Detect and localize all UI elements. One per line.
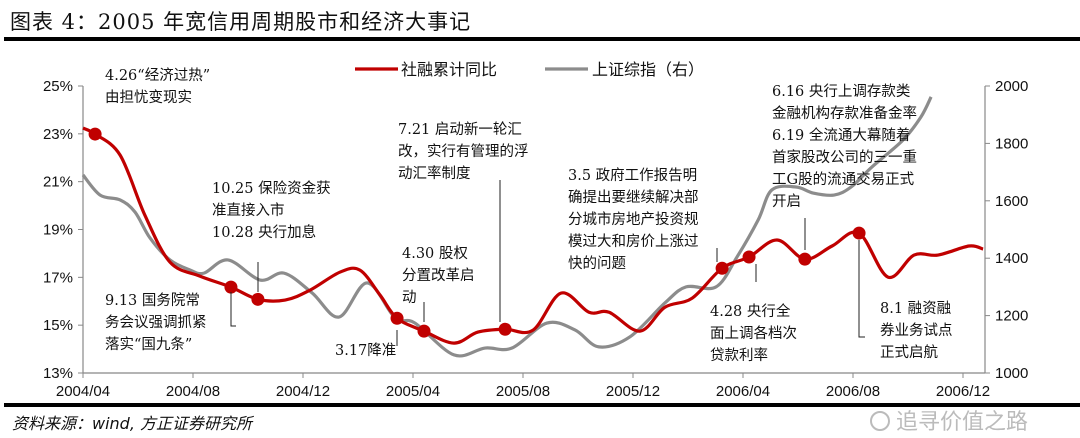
x-tick-label: 2004/12 [276, 383, 330, 400]
event-marker [742, 250, 756, 264]
x-tick-label: 2005/04 [386, 383, 440, 400]
event-annotation: 4.30 股权分置改革启动 [402, 245, 475, 306]
event-marker [390, 311, 404, 325]
legend-label-social-financing: 社融累计同比 [401, 60, 497, 79]
figure-title: 图表 4：2005 年宽信用周期股市和经济大事记 [10, 10, 472, 34]
right-tick-label: 1400 [995, 250, 1028, 267]
annotation-line: 10.28 央行加息 [212, 224, 316, 241]
annotation-line: 6.16 央行上调存款类 [772, 83, 910, 100]
event-annotation: 3.17降准 [335, 342, 396, 359]
event-marker [417, 324, 431, 338]
annotation-line: 务会议强调抓紧 [105, 314, 207, 331]
annotation-line: 模过大和房价上涨过 [568, 233, 699, 250]
annotation-line: 分置改革启 [402, 267, 475, 284]
event-marker [798, 252, 812, 266]
event-marker [498, 322, 512, 336]
annotation-line: 正式启航 [880, 344, 938, 361]
event-annotation: 3.5 政府工作报告明确提出要继续解决部分城市房地产投资规模过大和房价上涨过快的… [568, 167, 699, 272]
annotation-line: 开启 [772, 193, 801, 210]
event-marker [715, 261, 729, 275]
annotation-line: 确提出要继续解决部 [568, 189, 699, 206]
x-tick-label: 2004/08 [166, 383, 220, 400]
event-marker [224, 280, 238, 294]
event-annotation: 9.13 国务院常务会议强调抓紧落实“国九条” [105, 292, 207, 353]
event-annotation: 7.21 启动新一轮汇改，实行有管理的浮动汇率制度 [398, 121, 529, 182]
annotation-line: 3.5 政府工作报告明 [568, 167, 697, 184]
wechat-icon [870, 411, 890, 431]
x-tick-label: 2005/08 [496, 383, 550, 400]
left-tick-label: 17% [43, 269, 73, 286]
annotation-leader-line [230, 292, 236, 327]
annotation-line: 准直接入市 [212, 202, 285, 219]
annotation-line: 6.19 全流通大幕随着 [772, 126, 910, 144]
legend-label-sse-index: 上证综指（右） [592, 60, 704, 79]
right-tick-label: 2000 [995, 78, 1028, 95]
annotation-leader-line [858, 240, 865, 338]
right-tick-label: 1000 [995, 365, 1028, 382]
annotation-line: 4.30 股权 [402, 245, 468, 262]
bottom-rule [4, 403, 1080, 407]
event-annotation: 4.28 央行全面上调各档次贷款利率 [710, 302, 797, 364]
left-tick-label: 15% [43, 317, 73, 334]
event-annotation: 4.26“经济过热” 由担忧变现实 [105, 67, 210, 106]
annotation-line: 7.21 启动新一轮汇 [398, 121, 522, 138]
left-tick-label: 13% [43, 365, 73, 382]
x-tick-label: 2006/08 [826, 383, 880, 400]
annotation-line: 4.28 央行全 [710, 302, 791, 320]
top-rule [4, 37, 1080, 41]
annotation-line: 分城市房地产投资规 [568, 211, 699, 228]
annotation-line: 落实“国九条” [105, 336, 192, 353]
annotation-line: 改，实行有管理的浮 [398, 143, 529, 160]
left-tick-label: 19% [43, 222, 73, 239]
left-tick-label: 23% [43, 126, 73, 143]
annotation-line: 券业务试点 [880, 322, 953, 339]
sse-index-line [81, 96, 933, 358]
annotation-line: 动 [402, 289, 417, 306]
right-tick-label: 1600 [995, 193, 1028, 210]
event-marker [251, 292, 265, 306]
x-tick-label: 2004/04 [56, 383, 110, 400]
x-tick-label: 2006/12 [936, 383, 990, 400]
event-marker [88, 127, 102, 141]
left-tick-label: 25% [43, 78, 73, 95]
annotation-line: 贷款利率 [710, 347, 768, 364]
event-annotation: 6.16 央行上调存款类金融机构存款准备金率 6.19 全流通大幕随着首家股改公司… [772, 83, 917, 210]
annotation-line: 3.17降准 [335, 342, 396, 359]
x-tick-label: 2006/04 [716, 383, 770, 400]
annotation-line: 快的问题 [568, 255, 626, 272]
annotation-line: 9.13 国务院常 [105, 292, 200, 309]
event-annotation: 8.1 融资融券业务试点正式启航 [880, 300, 953, 361]
annotation-line: 由担忧变现实 [105, 89, 192, 106]
annotation-line: 8.1 融资融 [880, 300, 951, 317]
annotation-line: 10.25 保险资金获 [212, 180, 331, 197]
x-tick-label: 2005/12 [606, 383, 660, 400]
event-annotation: 10.25 保险资金获准直接入市 10.28 央行加息 [212, 180, 331, 241]
right-tick-label: 1200 [995, 308, 1028, 325]
annotation-line: 4.26“经济过热” [105, 67, 210, 84]
annotation-line: 面上调各档次 [710, 325, 797, 342]
event-marker [852, 226, 866, 240]
annotation-line: 金融机构存款准备金率 [772, 105, 917, 122]
left-tick-label: 21% [43, 174, 73, 191]
annotation-line: 动汇率制度 [398, 165, 471, 182]
annotation-line: 工G股的流通交易正式 [772, 170, 915, 188]
annotation-line: 首家股改公司的三一重 [772, 149, 917, 166]
source-note: 资料来源：wind, 方正证券研究所 [12, 414, 253, 433]
watermark-text: 追寻价值之路 [896, 410, 1028, 435]
right-tick-label: 1800 [995, 135, 1028, 152]
